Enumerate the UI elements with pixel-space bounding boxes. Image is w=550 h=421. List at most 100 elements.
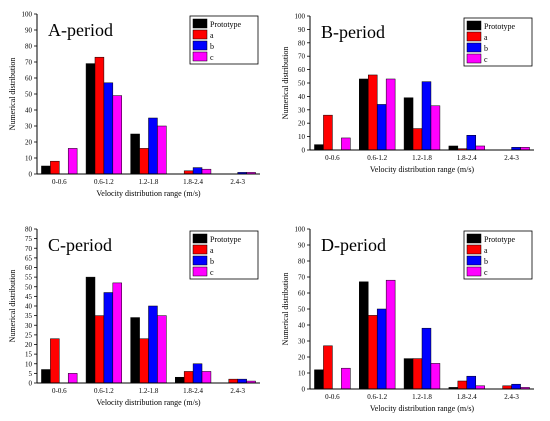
y-tick-label: 100 [295, 13, 306, 21]
x-tick-label: 2.4-3 [230, 178, 245, 186]
y-tick-label: 15 [25, 351, 33, 359]
y-tick-label: 70 [25, 245, 33, 253]
x-axis-title: Velocity distribution range (m/s) [370, 404, 475, 413]
bar [421, 81, 432, 151]
legend-swatch [466, 266, 482, 277]
y-tick-label: 100 [22, 11, 33, 19]
y-tick-label: 20 [298, 354, 306, 362]
bar [403, 97, 414, 151]
bar [139, 148, 149, 175]
y-tick-label: 100 [295, 226, 306, 234]
y-tick-label: 0 [29, 171, 33, 179]
legend-label: a [210, 31, 214, 40]
legend-label: a [484, 33, 488, 42]
y-tick-label: 65 [25, 254, 33, 262]
y-tick-label: 75 [25, 235, 33, 243]
bar [341, 367, 351, 390]
bar [41, 369, 51, 384]
bar [41, 165, 51, 175]
bar [139, 338, 149, 384]
bar [201, 168, 212, 175]
legend-label: b [484, 257, 488, 266]
legend-label: Prototype [210, 20, 242, 29]
y-tick-label: 60 [298, 66, 306, 74]
bar [412, 358, 423, 390]
y-tick-label: 30 [25, 123, 33, 131]
bar [466, 135, 477, 151]
bar [67, 373, 78, 384]
y-tick-label: 0 [302, 386, 306, 394]
legend-swatch [192, 51, 208, 62]
bar [175, 376, 185, 384]
y-tick-label: 80 [298, 39, 306, 47]
y-tick-label: 80 [298, 258, 306, 266]
y-tick-label: 60 [25, 264, 33, 272]
chart-title: C-period [48, 235, 112, 255]
bar [430, 105, 441, 151]
bar [511, 383, 521, 390]
x-tick-label: 0.6-1.2 [367, 154, 387, 162]
bar [237, 378, 247, 384]
legend-swatch [192, 255, 208, 266]
bar [228, 378, 238, 384]
bar [183, 371, 194, 384]
x-tick-label: 0.6-1.2 [94, 178, 114, 186]
legend-swatch [466, 53, 482, 64]
legend: Prototype abc [189, 15, 259, 65]
legend-label: Prototype [484, 22, 516, 31]
y-tick-label: 70 [25, 59, 33, 67]
x-tick-label: 1.2-1.8 [139, 178, 159, 186]
legend-swatch [466, 42, 482, 53]
y-tick-label: 25 [25, 331, 33, 339]
legend-label: Prototype [484, 235, 516, 244]
chart-panel-1: 0 10 20 30 40 50 60 70 80 90 100 0-0.6 0.6-1.2 1.2-1.… [8, 11, 260, 198]
bar [130, 317, 140, 384]
legend-swatch [192, 244, 208, 255]
bar [103, 82, 114, 175]
y-axis-title: Numerical distribution [281, 273, 290, 346]
bar [359, 78, 369, 151]
bar [192, 363, 203, 384]
y-tick-label: 0 [302, 147, 306, 155]
y-tick-label: 20 [25, 139, 33, 147]
y-tick-label: 80 [25, 43, 33, 51]
x-axis-title: Velocity distribution range (m/s) [370, 165, 475, 174]
chart-title: D-period [321, 235, 386, 255]
bar [359, 281, 369, 390]
bar [94, 56, 105, 175]
bar [314, 369, 324, 390]
x-tick-label: 2.4-3 [230, 387, 245, 395]
y-tick-label: 40 [298, 322, 306, 330]
legend-label: c [210, 53, 214, 62]
x-tick-label: 0-0.6 [52, 387, 67, 395]
legend-label: b [210, 42, 214, 51]
y-tick-label: 50 [25, 283, 33, 291]
legend-label: b [210, 257, 214, 266]
x-tick-label: 2.4-3 [504, 393, 519, 401]
legend-swatch [466, 255, 482, 266]
chart-panel-2: 0 10 20 30 40 50 60 70 80 90 100 0-0.6 0.6-1.2 1.2-1.… [281, 13, 534, 174]
bar [192, 167, 203, 175]
bar [385, 78, 396, 151]
bar [341, 137, 351, 151]
bar [85, 276, 96, 384]
bar [323, 114, 333, 151]
bar [112, 95, 122, 175]
bar [50, 160, 60, 175]
legend: Prototype abc [463, 17, 533, 67]
y-tick-label: 30 [25, 322, 33, 330]
y-tick-label: 40 [25, 303, 33, 311]
y-axis-title: Numerical distribution [8, 58, 17, 131]
y-tick-label: 45 [25, 293, 33, 301]
x-tick-label: 1.8-2.4 [183, 178, 203, 186]
bar [457, 380, 468, 390]
bar [157, 315, 167, 384]
y-tick-label: 55 [25, 274, 33, 282]
legend-swatch [466, 31, 482, 42]
y-tick-label: 5 [29, 370, 33, 378]
x-tick-label: 1.2-1.8 [412, 393, 432, 401]
bar [466, 375, 477, 390]
y-tick-label: 0 [29, 380, 33, 388]
legend-label: Prototype [210, 235, 242, 244]
y-tick-label: 30 [298, 106, 306, 114]
